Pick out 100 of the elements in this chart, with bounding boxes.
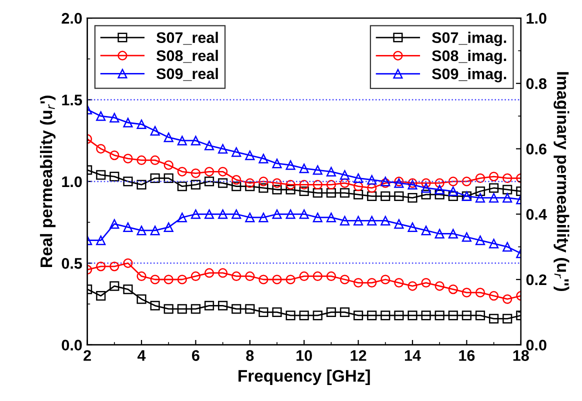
point [164,222,174,232]
point [434,190,444,200]
point [204,176,214,186]
point [136,226,146,236]
x-axis-title: Frequency [GHz] [238,370,370,386]
point [245,271,255,282]
point [326,212,336,222]
point [258,176,268,186]
point [475,235,486,246]
point [164,132,174,142]
point [190,271,200,282]
point [326,271,336,282]
point [258,212,268,222]
point [475,193,486,203]
point [96,235,106,246]
point [218,166,228,176]
point [354,182,364,192]
point [164,304,174,314]
point [312,165,322,175]
point [258,274,268,284]
point [354,216,364,226]
point [258,307,268,317]
y-tick-label: 1.5 [62,94,82,106]
point [150,300,160,310]
point [204,140,214,150]
point [367,191,377,201]
y-tick-label: 0.5 [62,258,82,269]
point [489,183,499,193]
point [354,173,364,183]
point [110,281,120,291]
point [164,173,174,183]
point [448,191,458,201]
point [96,144,106,154]
point [367,310,377,320]
point [462,288,472,298]
x-tick-label: 14 [404,350,421,361]
point [299,180,309,190]
y2-tick-label: 0.6 [526,144,546,154]
point [394,278,404,288]
point [312,180,322,190]
point [123,222,133,232]
x-tick-label: 8 [246,350,254,361]
point [380,191,390,201]
point [340,170,350,180]
point [421,226,431,236]
point [421,310,431,320]
legend-label: S09_real [156,68,218,81]
point [475,186,486,196]
point [204,209,214,219]
point [272,307,282,317]
y-tick-label: 2.0 [62,12,82,24]
point [110,150,120,160]
legend-label: S09_imag. [432,68,506,82]
legend-label: S07_imag. [432,32,506,46]
point [245,150,255,160]
legend-label: S08_real [156,50,218,63]
point [326,307,336,317]
point [272,274,282,284]
point [475,310,486,320]
point [110,172,120,182]
point [326,180,336,190]
point [272,184,282,194]
point [204,166,214,176]
point [123,258,133,268]
point [150,274,160,284]
point [312,310,322,320]
point [299,209,309,219]
point [110,112,120,123]
point [218,209,228,219]
point [380,216,390,226]
point [190,304,200,314]
point [421,178,431,188]
point [394,219,404,229]
point [502,242,512,252]
point [286,160,296,170]
point [421,190,431,200]
point [354,278,364,288]
point [475,173,486,183]
point [232,209,242,219]
point [164,160,174,170]
point [489,193,499,203]
point [394,310,404,320]
x-tick-label: 4 [137,350,146,361]
point [286,209,296,219]
point [258,183,268,193]
point [299,164,309,174]
point [326,166,336,176]
point [421,278,431,288]
point [150,173,160,183]
y2-axis-title: Imaginary permeability (u$_{r}$'') [554,72,570,292]
x-tick-label: 12 [350,350,366,361]
point [177,304,187,314]
point [232,147,242,157]
point [232,271,242,282]
point [204,268,214,278]
point [299,186,309,196]
y2-tick-label: 0.4 [526,209,547,220]
y2-tick-label: 0.2 [526,274,546,286]
point [177,136,187,146]
point [475,288,486,298]
